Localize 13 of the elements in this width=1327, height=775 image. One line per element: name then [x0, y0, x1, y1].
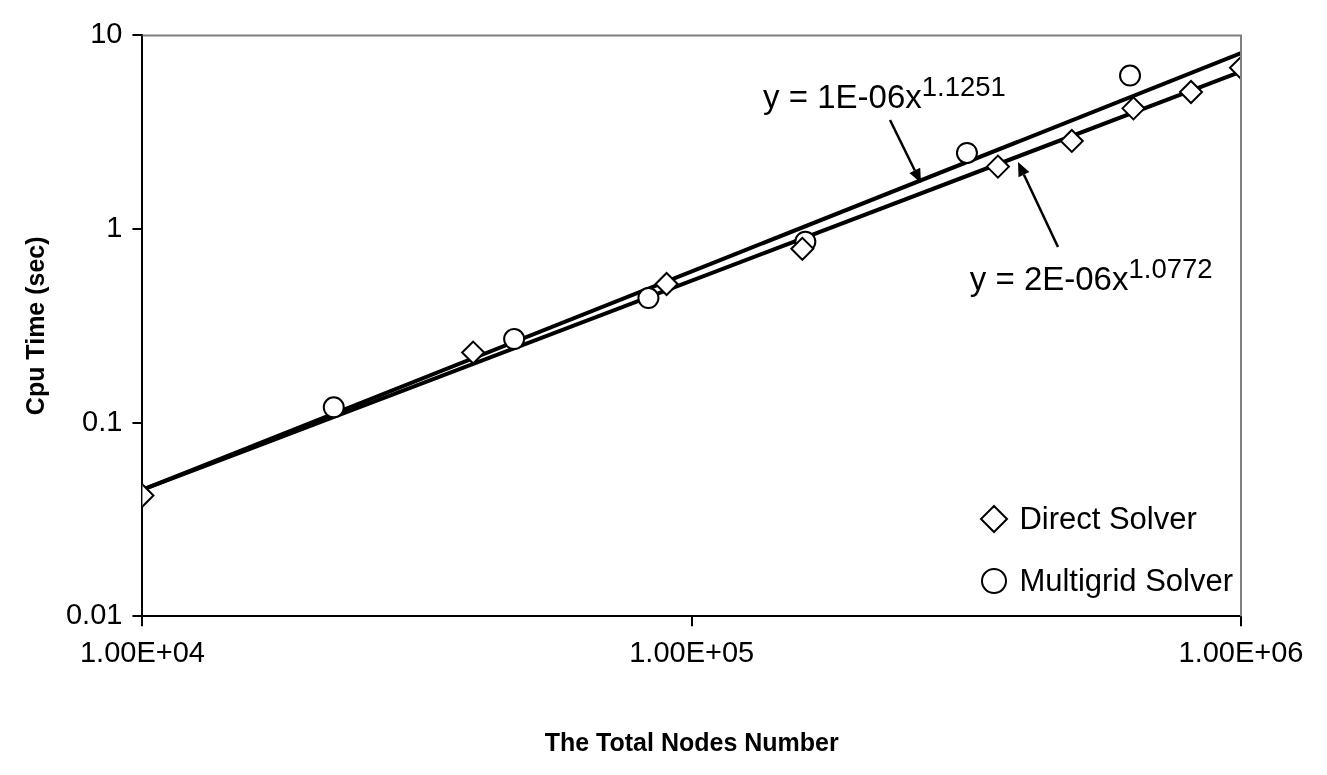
x-tick-label: 1.00E+05: [629, 635, 755, 668]
y-tick-label: 0.01: [65, 598, 123, 631]
y-axis-title: Cpu Time (sec): [20, 236, 49, 416]
legend-label: Multigrid Solver: [1019, 562, 1233, 601]
annotation: y = 1E-06x$^{1.1251}$: [763, 70, 1006, 116]
annotation: y = 2E-06x$^{1.0772}$: [969, 252, 1213, 298]
x-axis-title: The Total Nodes Number: [544, 727, 839, 756]
y-tick-label: 10: [90, 17, 123, 50]
x-tick-label: 1.00E+06: [1178, 635, 1304, 668]
x-tick-label: 1.00E+04: [79, 635, 205, 668]
legend-label: Direct Solver: [1019, 500, 1197, 539]
y-tick-label: 0.1: [82, 404, 123, 437]
y-tick-label: 1: [106, 211, 123, 243]
